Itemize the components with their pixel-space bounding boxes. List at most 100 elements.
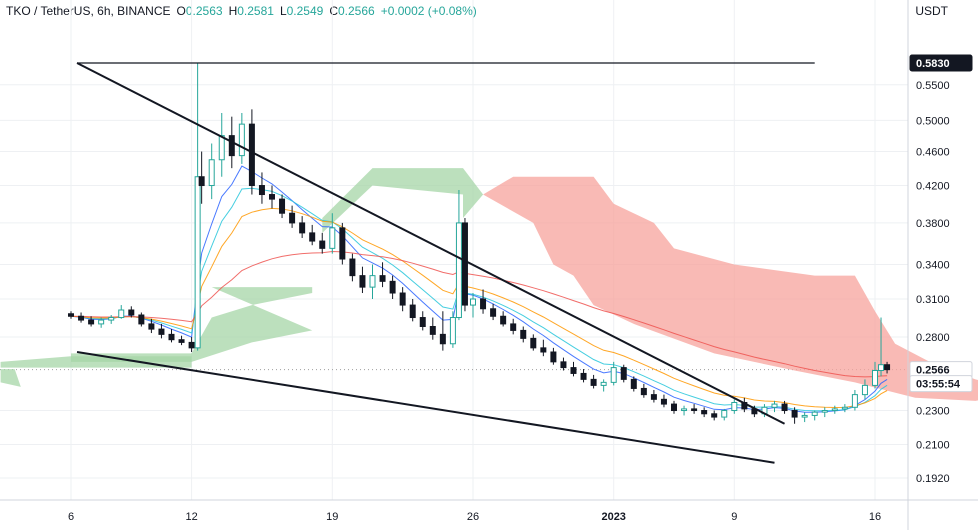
candle-body: [188, 341, 195, 349]
candle-body: [218, 135, 225, 161]
candle-body: [168, 333, 175, 341]
candle-body: [878, 364, 885, 372]
open-key: O: [176, 4, 186, 18]
candle-body: [530, 337, 537, 349]
candle-body: [681, 408, 688, 412]
candle-body: [660, 398, 667, 405]
low-key: L: [279, 4, 287, 18]
candle-body: [118, 309, 125, 319]
candle-body: [369, 275, 376, 288]
candle-body: [671, 403, 677, 412]
open-value: 0.2563: [185, 4, 223, 18]
candle-body: [449, 317, 456, 345]
candle-body: [560, 361, 567, 369]
candle-body: [258, 185, 265, 196]
candle-body: [128, 309, 135, 316]
time-tick-label: 12: [185, 511, 197, 523]
close-value: 0.2566: [338, 4, 375, 18]
candle-body: [88, 319, 95, 325]
candle-body: [711, 413, 718, 418]
time-tick-label: 16: [869, 511, 881, 523]
candle-body: [349, 258, 356, 277]
candle-body: [600, 381, 607, 386]
time-tick-label: 19: [326, 511, 338, 523]
close-key: C: [329, 4, 338, 18]
time-tick-label: 6: [68, 511, 74, 523]
candle-body: [439, 333, 446, 345]
change-value: +0.0002 (+0.08%): [380, 4, 477, 18]
candle-body: [279, 198, 286, 214]
candle-body: [148, 323, 155, 330]
trendline[interactable]: [76, 351, 775, 464]
candle-body: [389, 280, 396, 294]
candle-body: [861, 384, 868, 396]
candle-body: [811, 411, 818, 416]
price-tick-label: 0.2800: [916, 332, 950, 344]
cloud-bull-segment: [322, 168, 484, 233]
candle-body: [198, 176, 205, 187]
candle-body: [570, 367, 577, 374]
price-tick-label: 0.5500: [916, 80, 950, 92]
candle-body: [550, 351, 557, 363]
candle-body: [98, 319, 105, 325]
candle-body: [269, 194, 275, 200]
candle-body: [640, 387, 647, 396]
price-tags: 0.5830 0.2566 03:55:54: [909, 54, 973, 393]
candle-body: [359, 275, 366, 288]
price-tick-label: 0.5000: [916, 115, 950, 127]
candle-body: [821, 410, 828, 413]
trendlines[interactable]: [76, 62, 815, 464]
candle-body: [409, 304, 416, 319]
time-tick-label: 2023: [601, 511, 625, 523]
candle-body: [309, 232, 316, 242]
candle-body: [299, 222, 306, 234]
moving-average-line-40: [70, 250, 888, 378]
candle-body: [580, 372, 587, 380]
candle-body: [801, 414, 808, 418]
trendline[interactable]: [76, 62, 786, 425]
candle-body: [500, 315, 507, 325]
candle-body: [590, 378, 597, 386]
candle-body: [248, 123, 255, 187]
chart-header: TKO / TetherUS, 6h, BINANCE O0.2563 H0.2…: [6, 4, 477, 18]
candle-body: [781, 403, 788, 412]
candle-body: [419, 317, 426, 328]
candle-body: [731, 401, 738, 412]
candle-body: [520, 329, 527, 339]
candles: [68, 63, 891, 424]
ohlc-high: H0.2581: [229, 4, 274, 18]
candle-body: [289, 212, 296, 224]
candle-body: [851, 394, 858, 408]
ohlc-close: C0.2566: [329, 4, 374, 18]
candle-body: [630, 378, 637, 389]
candle-body: [238, 123, 245, 157]
symbol-label[interactable]: TKO / TetherUS, 6h, BINANCE: [6, 4, 171, 18]
candle-body: [399, 292, 406, 306]
price-tick-label: 0.1920: [916, 473, 950, 485]
price-tag: [909, 375, 973, 393]
candle-body: [771, 403, 778, 408]
candle-body: [329, 227, 336, 249]
candle-body: [831, 408, 838, 412]
candle-body: [228, 135, 235, 157]
candle-body: [379, 275, 386, 282]
candle-body: [620, 367, 627, 380]
candle-body: [480, 298, 487, 310]
ichimoku-cloud: [0, 168, 978, 401]
candle-body: [884, 364, 891, 371]
price-axis[interactable]: 0.5500 0.5000 0.4600 0.4200 0.3800 0.3400 0.31…: [916, 80, 950, 485]
candle-body: [158, 328, 165, 335]
time-tick-label: 26: [467, 511, 479, 523]
low-value: 0.2549: [286, 4, 324, 18]
price-tick-label: 0.2100: [916, 440, 950, 452]
candle-body: [490, 308, 497, 317]
time-axis[interactable]: 6 12 19 26 2023 9 16: [68, 511, 881, 523]
high-value: 0.2581: [237, 4, 274, 18]
ohlc-open: O0.2563: [177, 4, 223, 18]
price-tick-label: 0.3800: [916, 218, 950, 230]
price-tick-label: 0.4600: [916, 147, 950, 159]
grid: [0, 0, 908, 500]
cloud-bear-segment: [483, 176, 978, 401]
cloud-bull-segment: [71, 287, 313, 362]
